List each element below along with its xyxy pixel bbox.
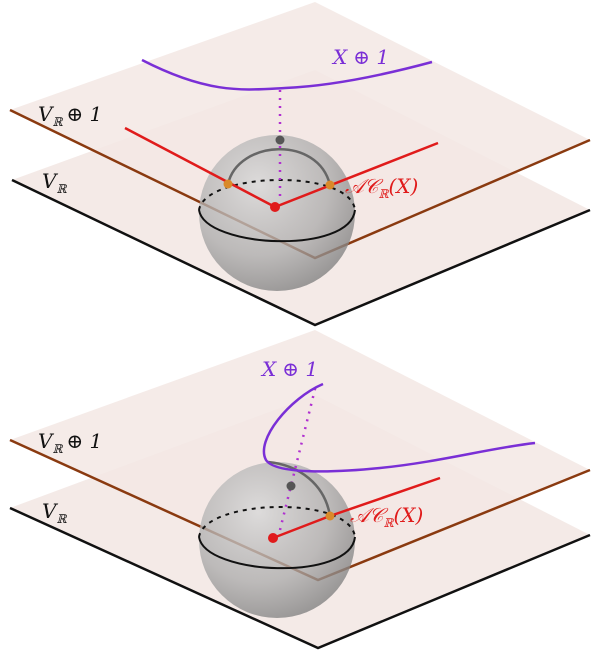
point-origin [268,533,278,543]
vertical-dotted [278,384,318,531]
sphere-equator-front [198,209,356,243]
curve-x-plus-1 [262,382,536,473]
point-top [275,135,285,145]
lower-plane-edge [11,178,591,327]
label-cone: 𝒜𝒞ℝ(X) [345,174,418,201]
point-top [286,481,296,491]
label-upper-plane: Vℝ ⊕ 1 [38,429,102,456]
sphere-great-arc [226,148,332,186]
label-curve: X ⊕ 1 [260,357,318,381]
point-right [325,180,335,190]
curve-x-plus-1 [141,58,433,91]
panel-bottom: Vℝ ⊕ 1 Vℝ X ⊕ 1 𝒜𝒞ℝ(X) [9,330,591,650]
label-lower-plane: Vℝ [42,169,67,196]
label-lower-plane: Vℝ [42,499,67,526]
point-origin [270,202,280,212]
label-upper-plane: Vℝ ⊕ 1 [38,102,102,129]
unit-sphere [199,135,355,291]
lower-plane-edge [9,506,591,650]
label-cone: 𝒜𝒞ℝ(X) [350,503,423,530]
panel-top: Vℝ ⊕ 1 Vℝ X ⊕ 1 𝒜𝒞ℝ(X) [9,2,591,327]
label-curve: X ⊕ 1 [331,45,389,69]
sphere-equator-front [198,536,356,570]
sphere-great-arc [267,460,332,517]
point-right [325,511,335,521]
upper-plane [10,330,590,580]
point-left [223,179,233,189]
